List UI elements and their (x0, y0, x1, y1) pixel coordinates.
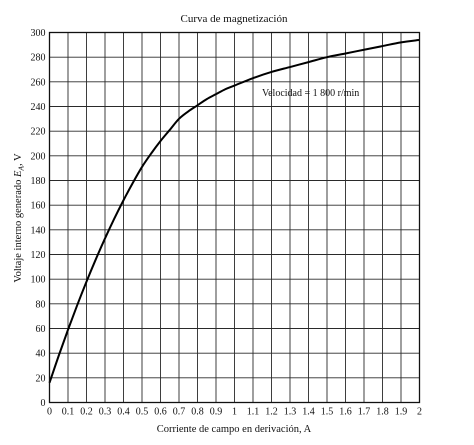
y-tick-label: 200 (31, 151, 46, 162)
x-tick-label: 1 (232, 407, 237, 418)
y-tick-label: 300 (31, 28, 46, 39)
x-tick-label: 0 (47, 407, 52, 418)
x-axis-label: Corriente de campo en derivación, A (157, 424, 312, 435)
x-tick-label: 1.8 (376, 407, 389, 418)
x-tick-label: 0.9 (210, 407, 223, 418)
x-tick-label: 1.4 (302, 407, 315, 418)
magnetization-curve (48, 38, 420, 384)
x-tick-label: 1.5 (321, 407, 334, 418)
y-tick-label: 160 (31, 201, 46, 212)
grid-lines (49, 32, 420, 403)
y-tick-label: 260 (31, 77, 46, 88)
x-tick-label: 0.2 (80, 407, 93, 418)
x-tick-label: 1.7 (358, 407, 371, 418)
x-tick-label: 2 (417, 407, 422, 418)
y-tick-label: 140 (31, 225, 46, 236)
y-tick-label: 280 (31, 53, 46, 64)
y-tick-label: 220 (31, 127, 46, 138)
chart-title: Curva de magnetización (181, 13, 288, 25)
y-tick-label: 180 (31, 176, 46, 187)
y-tick-label: 240 (31, 102, 46, 113)
x-tick-label: 0.5 (136, 407, 149, 418)
y-tick-label: 80 (36, 299, 46, 310)
y-tick-label: 100 (31, 275, 46, 286)
x-tick-label: 0.6 (154, 407, 167, 418)
speed-annotation: Velocidad = 1 800 r/min (262, 88, 359, 99)
y-axis-label-sub: A (17, 166, 26, 172)
curve-layer (48, 38, 420, 384)
y-tick-label: 20 (36, 373, 46, 384)
y-tick-label: 0 (41, 398, 46, 409)
x-tick-label: 1.3 (284, 407, 297, 418)
x-tick-label: 0.3 (99, 407, 112, 418)
plot-frame (48, 31, 421, 404)
x-tick-label: 1.1 (247, 407, 260, 418)
x-tick-label: 0.7 (173, 407, 186, 418)
y-tick-label: 120 (31, 250, 46, 261)
x-tick-label: 0.4 (117, 407, 130, 418)
y-tick-labels: 0 20 40 60 80 100 120 140 160 180 200 220 240 260 280 3… (31, 28, 46, 409)
x-tick-label: 0.1 (62, 407, 75, 418)
x-tick-label: 1.6 (339, 407, 352, 418)
x-tick-label: 0.8 (191, 407, 204, 418)
y-axis-label: Voltaje interno generado EA, V (13, 153, 26, 283)
x-tick-label: 1.9 (395, 407, 408, 418)
x-tick-label: 1.2 (265, 407, 278, 418)
y-axis-label-var: E (13, 170, 24, 178)
x-tick-labels: 0 0.1 0.2 0.3 0.4 0.5 0.6 0.7 0.8 0.9 1 1.1 1.2 1.3 1.… (47, 407, 422, 418)
y-tick-label: 60 (36, 324, 46, 335)
y-axis-label-unit: , V (13, 153, 24, 166)
y-axis-label-main: Voltaje interno generado (13, 177, 24, 283)
y-tick-label: 40 (36, 349, 46, 360)
